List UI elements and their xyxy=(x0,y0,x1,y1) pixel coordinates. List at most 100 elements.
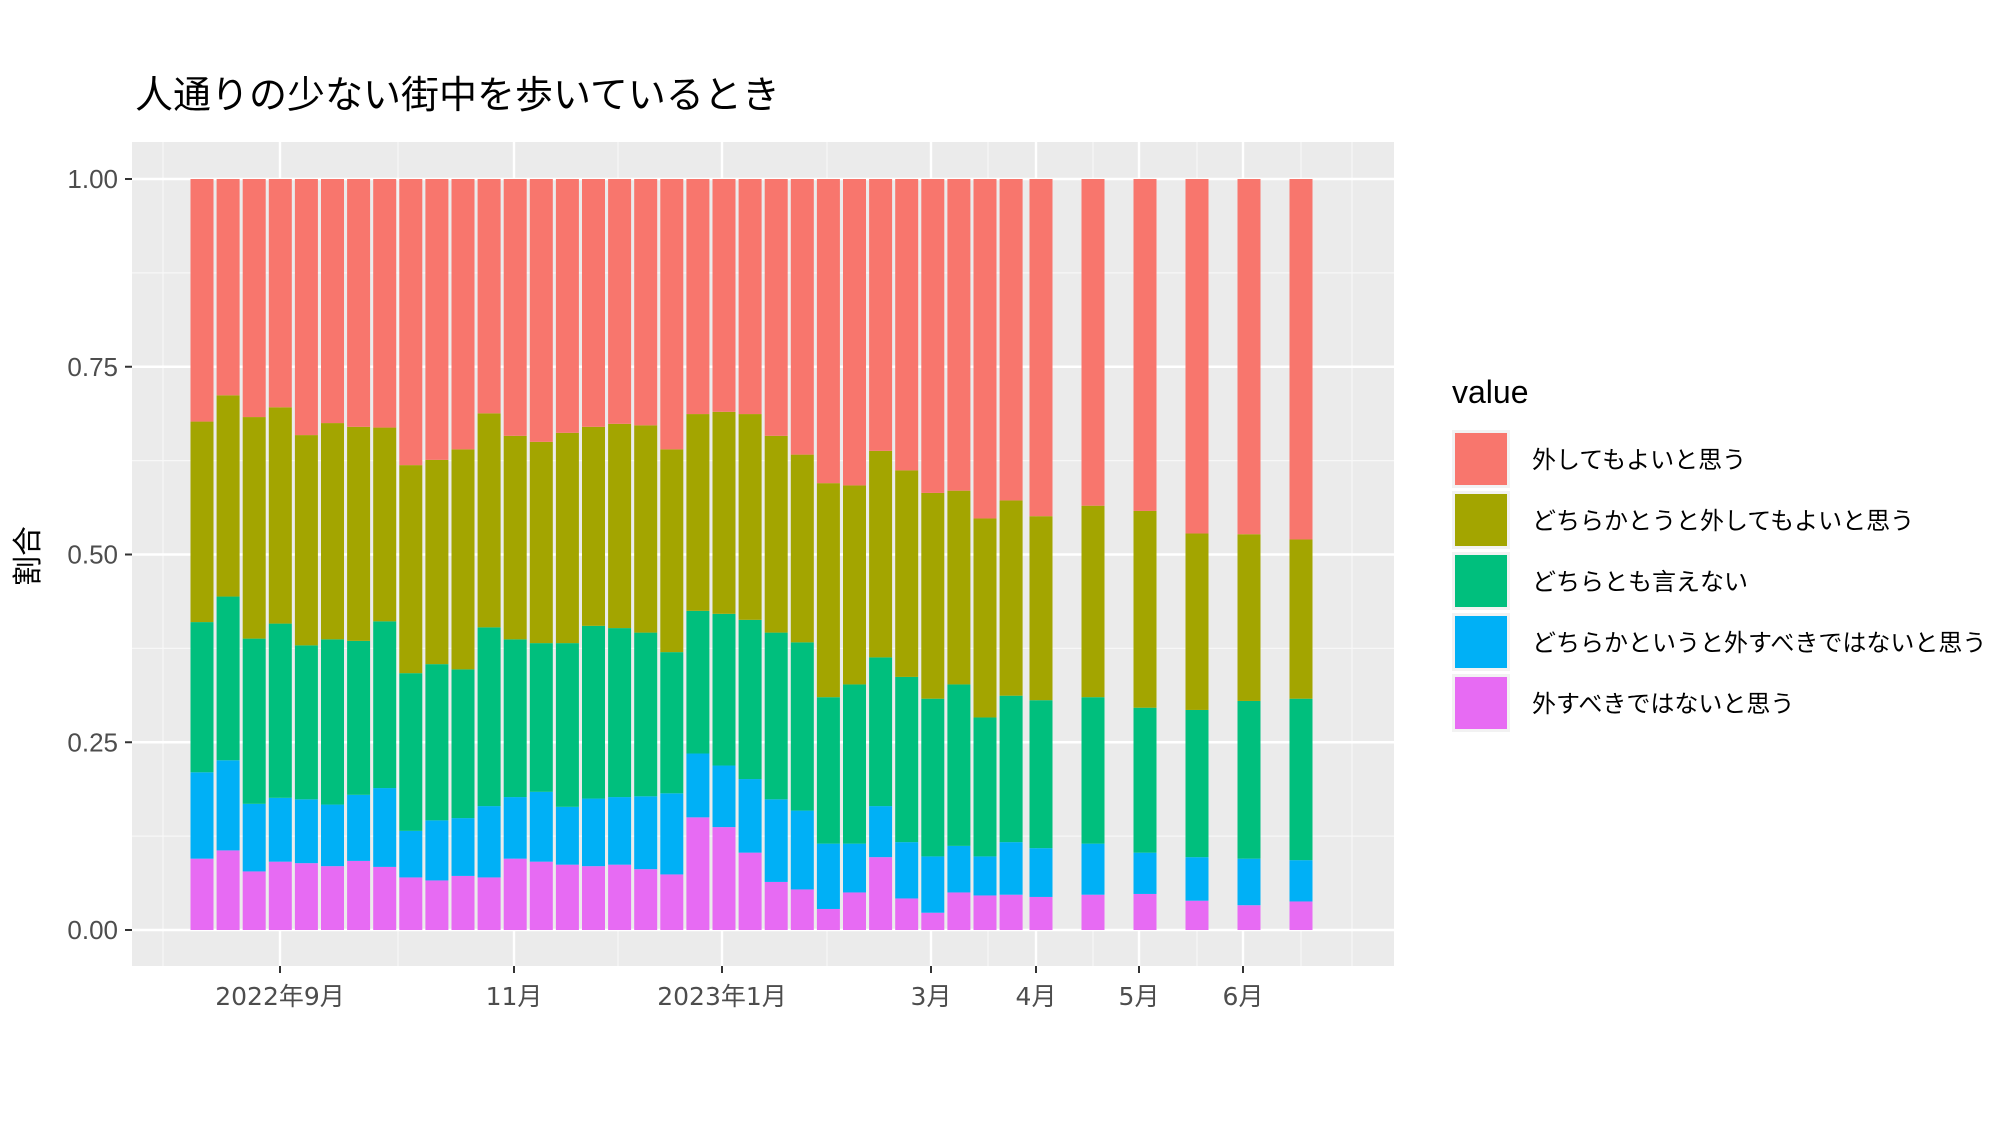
legend: 外してもよいと思うどちらかとうと外してもよいと思うどちらとも言えないどちらかとい… xyxy=(1452,430,1986,732)
bar-segment xyxy=(1029,179,1053,517)
bar-segment xyxy=(1081,179,1105,506)
bar-segment xyxy=(477,179,501,414)
bar-segment xyxy=(477,627,501,807)
bar-segment xyxy=(712,765,736,828)
bar-segment xyxy=(1289,539,1313,699)
bar-segment xyxy=(947,490,971,685)
bar-segment xyxy=(608,864,632,930)
bar-segment xyxy=(242,803,266,872)
legend-swatch xyxy=(1455,677,1507,729)
bar-segment xyxy=(1133,893,1157,930)
bar-segment xyxy=(399,179,423,466)
bars xyxy=(190,179,1313,930)
bar-segment xyxy=(869,657,893,807)
bar-segment xyxy=(477,413,501,628)
bar-segment xyxy=(712,827,736,930)
bar-segment xyxy=(1133,707,1157,853)
bar-segment xyxy=(816,697,840,844)
bar-segment xyxy=(816,908,840,930)
bar-segment xyxy=(764,881,788,930)
bar-segment xyxy=(790,454,814,643)
x-tick-label: 4月 xyxy=(1016,982,1057,1011)
bar-segment xyxy=(242,871,266,930)
y-tick-label: 0.50 xyxy=(67,540,118,570)
bar-segment xyxy=(608,628,632,798)
bar-segment xyxy=(321,639,344,805)
bar-segment xyxy=(503,797,527,859)
bar-segment xyxy=(529,861,553,930)
bar-segment xyxy=(1185,857,1209,901)
bar-segment xyxy=(268,407,292,624)
bar-segment xyxy=(1081,843,1105,895)
bar-segment xyxy=(790,810,814,890)
bar-segment xyxy=(921,912,945,930)
bar-segment xyxy=(634,869,658,930)
bar-segment xyxy=(921,179,945,493)
bar-segment xyxy=(738,179,762,415)
bar-segment xyxy=(895,898,919,930)
bar-segment xyxy=(425,179,449,460)
bar-segment xyxy=(582,625,605,799)
bar-segment xyxy=(764,179,788,436)
bar-segment xyxy=(764,799,788,882)
bar-segment xyxy=(973,717,997,857)
bar-segment xyxy=(947,892,971,930)
bar-segment xyxy=(555,806,579,865)
bar-segment xyxy=(425,820,449,881)
x-tick-label: 3月 xyxy=(911,982,952,1011)
bar-segment xyxy=(555,643,579,807)
bar-segment xyxy=(399,673,423,831)
bar-segment xyxy=(712,179,736,412)
bar-segment xyxy=(373,788,397,867)
bar-segment xyxy=(1029,848,1053,897)
bar-segment xyxy=(738,619,762,780)
x-axis: 2022年9月 11月 2023年1月 3月 4月 5月 6月 xyxy=(215,966,1263,1011)
bar-segment xyxy=(294,645,318,800)
bar-segment xyxy=(399,877,423,930)
bar-segment xyxy=(425,880,449,930)
bar-segment xyxy=(608,423,632,629)
bar-segment xyxy=(1029,896,1053,930)
bar-segment xyxy=(1081,894,1105,930)
legend-label: 外してもよいと思う xyxy=(1532,446,1746,474)
bar-segment xyxy=(634,796,658,870)
bar-segment xyxy=(790,889,814,930)
bar-segment xyxy=(843,179,866,486)
bar-segment xyxy=(660,179,684,450)
bar-segment xyxy=(1133,510,1157,708)
bar-segment xyxy=(347,860,371,930)
bar-segment xyxy=(503,179,527,436)
bar-segment xyxy=(555,179,579,433)
bar-segment xyxy=(712,411,736,614)
bar-segment xyxy=(1185,533,1209,710)
bar-segment xyxy=(477,877,501,930)
legend-swatch xyxy=(1455,616,1507,668)
legend-label: 外すべきではないと思う xyxy=(1532,690,1794,718)
bar-segment xyxy=(555,432,579,644)
bar-segment xyxy=(999,894,1023,930)
bar-segment xyxy=(843,485,866,685)
bar-segment xyxy=(555,864,579,930)
bar-segment xyxy=(608,179,632,424)
bar-segment xyxy=(973,179,997,519)
legend-swatch xyxy=(1455,433,1507,485)
bar-segment xyxy=(790,642,814,811)
bar-segment xyxy=(1237,905,1261,930)
bar-segment xyxy=(373,427,397,622)
bar-segment xyxy=(425,459,449,665)
bar-segment xyxy=(399,830,423,878)
bar-segment xyxy=(1237,858,1261,906)
bar-segment xyxy=(321,423,344,640)
bar-segment xyxy=(895,179,919,471)
bar-segment xyxy=(321,804,344,867)
bar-segment xyxy=(373,621,397,789)
bar-segment xyxy=(973,518,997,718)
bar-segment xyxy=(895,842,919,899)
y-tick-label: 0.00 xyxy=(67,915,118,945)
x-tick-label: 2023年1月 xyxy=(657,982,787,1011)
legend-label: どちらかというと外すべきではないと思う xyxy=(1532,629,1986,657)
bar-segment xyxy=(242,179,266,418)
bar-segment xyxy=(686,610,710,754)
bar-segment xyxy=(242,638,266,804)
